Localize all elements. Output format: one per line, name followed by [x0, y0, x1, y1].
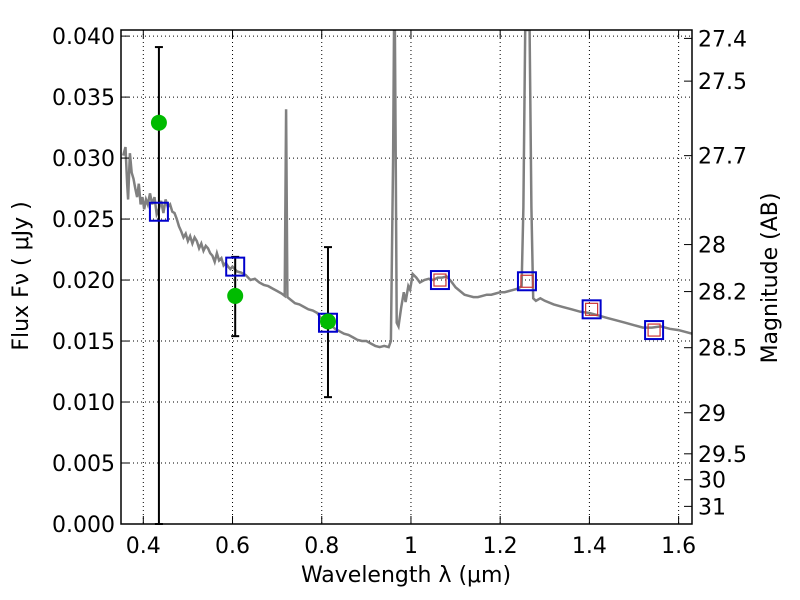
model-band-square: [148, 201, 169, 222]
magnitude-tick-label: 28.2: [698, 281, 747, 306]
model-sed-line: [121, 30, 692, 349]
model-band-square: [644, 320, 665, 341]
y-tick-label: 0.020: [52, 269, 115, 294]
model-band-square: [516, 271, 537, 292]
x-tick-label: 1.4: [572, 534, 607, 559]
x-axis-label: Wavelength λ (μm): [301, 563, 511, 588]
magnitude-tick-label: 27.5: [698, 70, 747, 95]
y-tick-label: 0.000: [52, 513, 115, 538]
y-tick-label: 0.010: [52, 391, 115, 416]
y-axis-label-left: Flux Fν ( μJy ): [9, 201, 34, 350]
magnitude-tick-label: 29: [698, 402, 726, 427]
x-tick-label: 1.6: [661, 534, 696, 559]
y-tick-label: 0.040: [52, 25, 115, 50]
model-band-square-inner: [585, 302, 599, 316]
plot-frame: [120, 29, 693, 525]
x-tick-label: 1: [404, 534, 418, 559]
x-axis-ticks: 0.4 0.6 0.8 1 1.2 1.4 1.6: [126, 30, 696, 559]
y-tick-label: 0.035: [52, 86, 115, 111]
y-tick-label: 0.025: [52, 208, 115, 233]
x-tick-label: 0.4: [126, 534, 161, 559]
model-band-square-inner: [433, 273, 447, 287]
magnitude-tick-label: 27.4: [698, 27, 747, 52]
observed-flux-point: [319, 313, 336, 330]
observed-points-layer: [150, 114, 336, 330]
magnitude-tick-label: 28.5: [698, 337, 747, 362]
magnitude-tick-label: 28: [698, 234, 726, 259]
observed-flux-point: [150, 114, 167, 131]
y-tick-label: 0.005: [52, 452, 115, 477]
model-band-square: [581, 299, 602, 320]
y-axis-label-right: Magnitude (AB): [758, 193, 783, 364]
magnitude-tick-label: 27.7: [698, 145, 747, 170]
x-tick-label: 0.8: [304, 534, 339, 559]
grid-lines: [121, 30, 692, 525]
model-band-square-inner: [520, 274, 534, 288]
error-bars-layer: [154, 46, 332, 525]
magnitude-tick-label: 29.5: [698, 443, 747, 468]
observed-flux-point: [227, 287, 244, 304]
magnitude-tick-label: 31: [698, 495, 726, 520]
y-tick-label: 0.030: [52, 147, 115, 172]
y-tick-label: 0.015: [52, 330, 115, 355]
model-band-square-inner: [647, 323, 661, 337]
model-band-squares-layer: [148, 201, 665, 341]
model-band-square: [225, 256, 246, 277]
y-axis-ticks: 0.000 0.005 0.010 0.015 0.020 0.025 0.030 0.035…: [52, 25, 129, 538]
x-tick-label: 0.6: [215, 534, 250, 559]
magnitude-tick-label: 30: [698, 469, 726, 494]
model-band-square: [429, 270, 450, 291]
model-sed-layer: [121, 30, 692, 349]
x-tick-label: 1.2: [483, 534, 518, 559]
